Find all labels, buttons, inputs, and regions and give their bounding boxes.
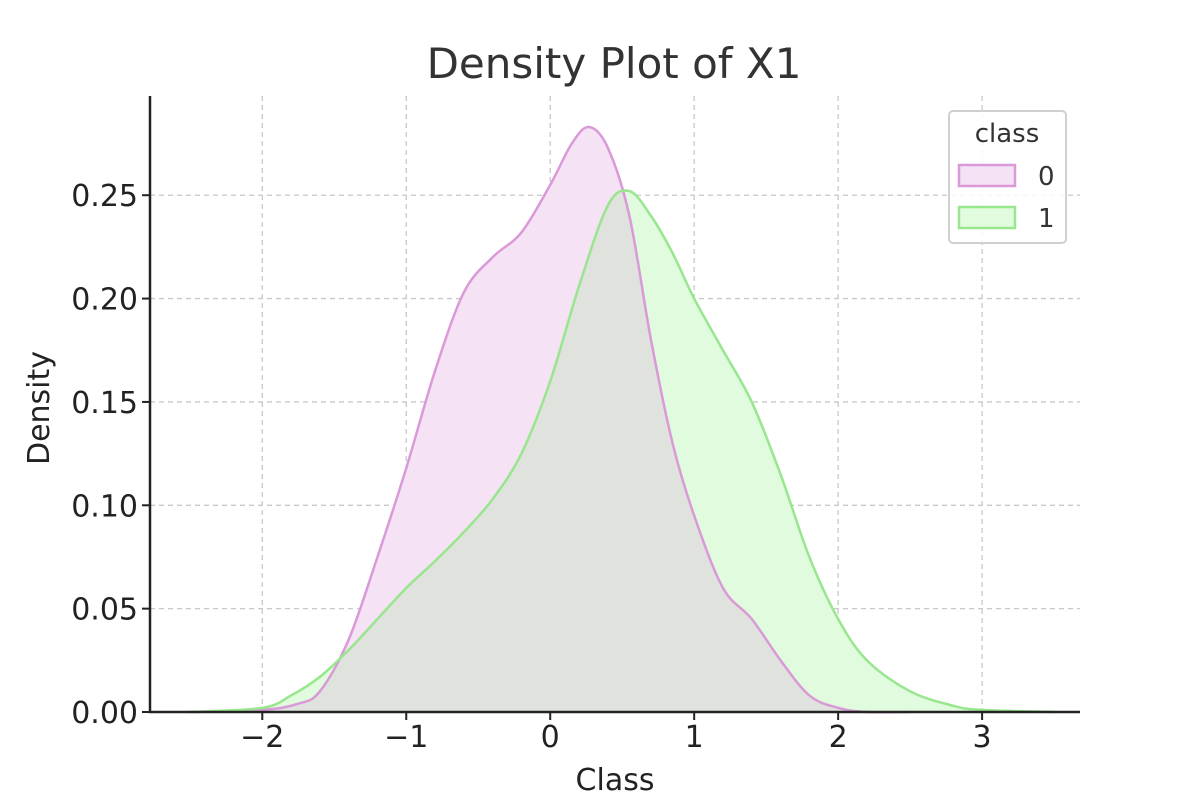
y-axis-label: Density (22, 351, 57, 465)
legend-swatch-class-1 (957, 205, 1017, 230)
legend-swatch-class-0 (957, 163, 1017, 188)
legend-label-class-1: 1 (1038, 204, 1055, 234)
chart-title: Density Plot of X1 (427, 39, 802, 88)
y-tick-label-1: 0.05 (71, 593, 138, 628)
density-line-class-1 (190, 189, 1055, 714)
legend: class 0 1 (948, 110, 1067, 244)
x-tick-label-4: 2 (829, 720, 848, 755)
y-axis-ticks: 0.00 0.05 0.10 0.15 0.20 0.25 (71, 179, 150, 731)
x-tick-label-2: 0 (541, 720, 560, 755)
y-tick-label-4: 0.20 (71, 283, 138, 318)
y-gridlines (150, 194, 1080, 610)
x-tick-label-1: −1 (384, 720, 428, 755)
legend-label-class-0: 0 (1038, 162, 1055, 192)
density-line-class-0 (190, 125, 911, 714)
x-axis-label: Class (576, 763, 655, 798)
x-tick-label-3: 1 (685, 720, 704, 755)
y-tick-label-3: 0.15 (71, 386, 138, 421)
legend-title: class (975, 119, 1040, 149)
y-tick-label-0: 0.00 (71, 696, 138, 731)
x-axis-ticks: −2 −1 0 1 2 3 (240, 712, 992, 755)
density-areas (190, 125, 1055, 714)
y-tick-label-5: 0.25 (71, 179, 138, 214)
x-tick-label-0: −2 (240, 720, 284, 755)
y-tick-label-2: 0.10 (71, 489, 138, 524)
axis-spines (148, 96, 1080, 714)
density-area-overlap (190, 190, 911, 712)
x-tick-label-5: 3 (973, 720, 992, 755)
